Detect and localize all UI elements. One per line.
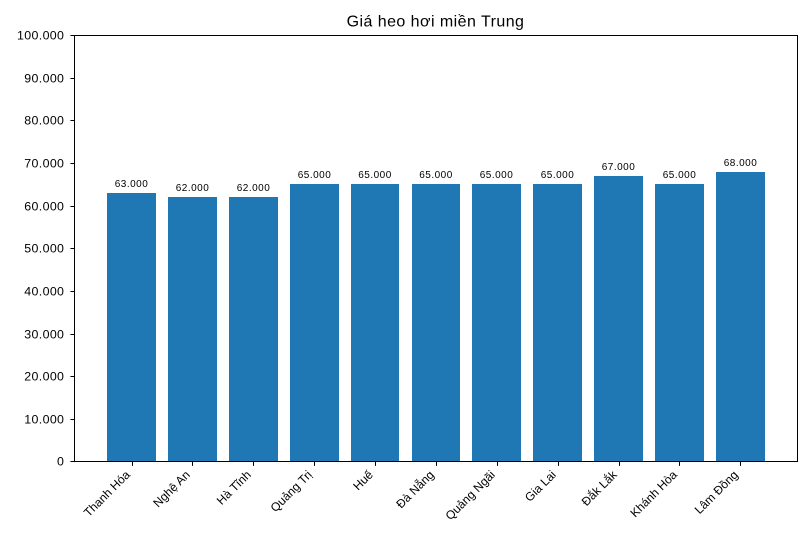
svg-text:65.000: 65.000 [663,170,697,181]
svg-text:65.000: 65.000 [419,170,453,181]
svg-text:67.000: 67.000 [602,162,636,173]
svg-text:65.000: 65.000 [480,170,514,181]
svg-text:10.000: 10.000 [24,413,64,427]
svg-text:100.000: 100.000 [17,29,64,43]
svg-text:65.000: 65.000 [358,170,392,181]
svg-text:80.000: 80.000 [24,114,64,128]
svg-text:65.000: 65.000 [541,170,575,181]
svg-text:50.000: 50.000 [24,242,64,256]
svg-text:65.000: 65.000 [298,170,332,181]
svg-text:70.000: 70.000 [24,157,64,171]
svg-text:63.000: 63.000 [115,179,149,190]
svg-text:90.000: 90.000 [24,72,64,86]
svg-text:40.000: 40.000 [24,285,64,299]
svg-text:60.000: 60.000 [24,200,64,214]
svg-text:30.000: 30.000 [24,328,64,342]
svg-text:62.000: 62.000 [176,183,210,194]
svg-text:20.000: 20.000 [24,370,64,384]
svg-text:0: 0 [57,455,64,469]
svg-text:62.000: 62.000 [237,183,271,194]
svg-text:Giá heo hơi miền Trung: Giá heo hơi miền Trung [347,14,525,31]
svg-text:68.000: 68.000 [724,158,758,169]
